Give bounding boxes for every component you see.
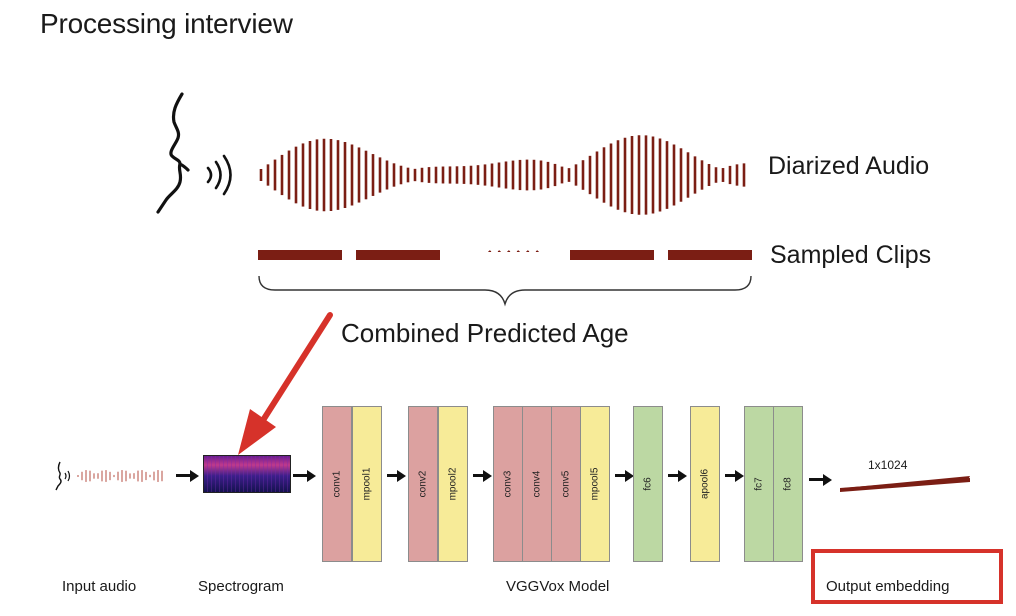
layer-conv5: conv5 — [551, 406, 581, 562]
layer-conv3: conv3 — [493, 406, 523, 562]
arrow — [615, 469, 634, 482]
arrow — [387, 469, 406, 482]
output-embedding-highlight-box — [811, 549, 1003, 604]
sampled-clip — [258, 250, 342, 260]
page-title: Processing interview — [40, 8, 293, 39]
diarized-audio-label: Diarized Audio — [768, 152, 930, 180]
layer-fc6: fc6 — [633, 406, 663, 562]
clip-ellipsis — [485, 250, 543, 252]
arrow — [473, 469, 492, 482]
curly-brace — [258, 275, 752, 307]
speaking-head-icon — [156, 92, 190, 214]
arrow — [176, 469, 199, 482]
arrow — [725, 469, 744, 482]
combined-predicted-age-label: Combined Predicted Age — [341, 318, 629, 348]
spectrogram-image — [203, 455, 291, 493]
input-audio-label: Input audio — [62, 578, 137, 595]
input-audio-icon — [55, 461, 163, 491]
red-arrow — [238, 312, 333, 455]
sampled-clip — [668, 250, 752, 260]
arrow — [809, 473, 832, 486]
vggvox-model-label: VGGVox Model — [506, 578, 610, 595]
layer-conv1: conv1 — [322, 406, 352, 562]
sound-waves-icon — [206, 154, 232, 196]
layer-conv2: conv2 — [408, 406, 438, 562]
layer-mpool5: mpool5 — [580, 406, 610, 562]
embedding-dimension-label: 1x1024 — [868, 458, 908, 472]
output-embedding-bar — [840, 476, 970, 492]
sampled-clip — [356, 250, 440, 260]
arrow — [668, 469, 687, 482]
output-embedding-label: Output embedding — [826, 578, 950, 595]
layer-apool6: apool6 — [690, 406, 720, 562]
layer-conv4: conv4 — [522, 406, 552, 562]
layer-fc7: fc7 — [744, 406, 774, 562]
sampled-clip — [570, 250, 654, 260]
sampled-clips-label: Sampled Clips — [770, 241, 932, 269]
layer-mpool1: mpool1 — [352, 406, 382, 562]
arrow — [293, 469, 316, 482]
layer-fc8: fc8 — [773, 406, 803, 562]
diarized-audio-waveform — [259, 135, 746, 215]
layer-mpool2: mpool2 — [438, 406, 468, 562]
spectrogram-label: Spectrogram — [198, 578, 284, 595]
